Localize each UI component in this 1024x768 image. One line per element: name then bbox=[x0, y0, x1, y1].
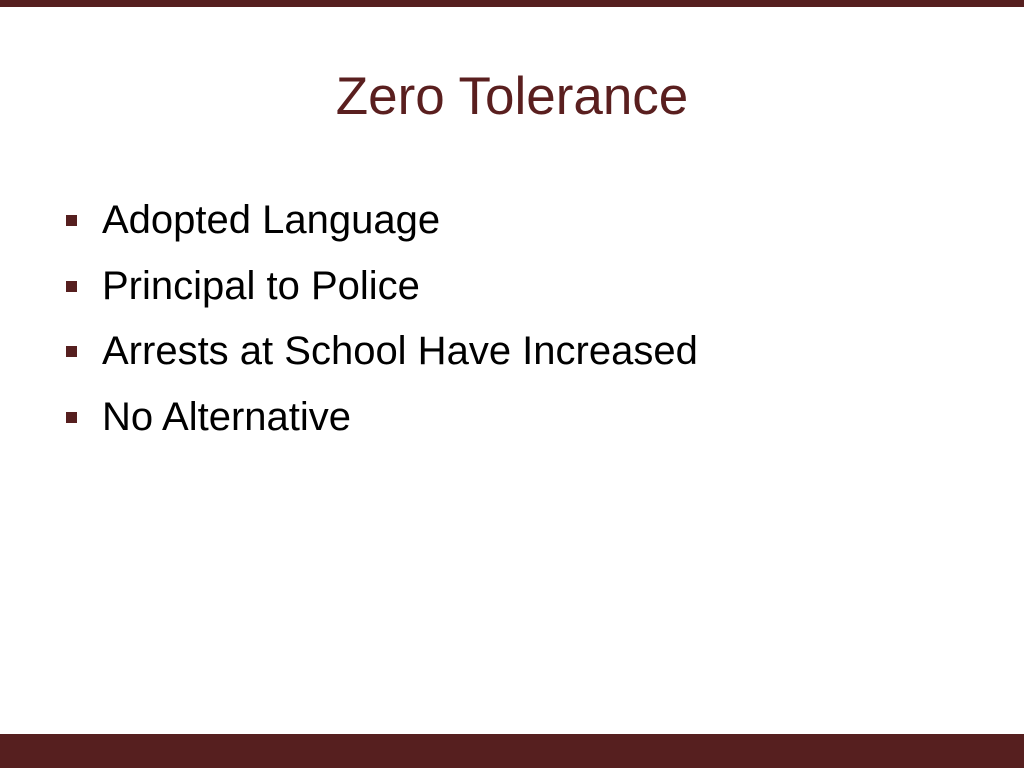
bullet-text: No Alternative bbox=[102, 394, 352, 439]
bullet-item: Arrests at School Have Increased bbox=[64, 319, 698, 385]
bullet-item: No Alternative bbox=[64, 385, 698, 451]
bullet-text: Principal to Police bbox=[102, 263, 420, 308]
square-bullet-icon bbox=[66, 280, 77, 292]
bullet-text: Arrests at School Have Increased bbox=[102, 329, 698, 374]
bullet-list: Adopted Language Principal to Police Arr… bbox=[64, 188, 698, 450]
top-accent-bar bbox=[0, 0, 1024, 7]
bullet-item: Principal to Police bbox=[64, 254, 698, 320]
square-bullet-icon bbox=[66, 411, 77, 423]
slide-title: Zero Tolerance bbox=[335, 67, 689, 126]
bottom-accent-bar bbox=[0, 734, 1024, 768]
bullet-text: Adopted Language bbox=[102, 198, 441, 243]
bullet-item: Adopted Language bbox=[64, 188, 698, 254]
square-bullet-icon bbox=[66, 346, 77, 358]
square-bullet-icon bbox=[66, 215, 77, 227]
